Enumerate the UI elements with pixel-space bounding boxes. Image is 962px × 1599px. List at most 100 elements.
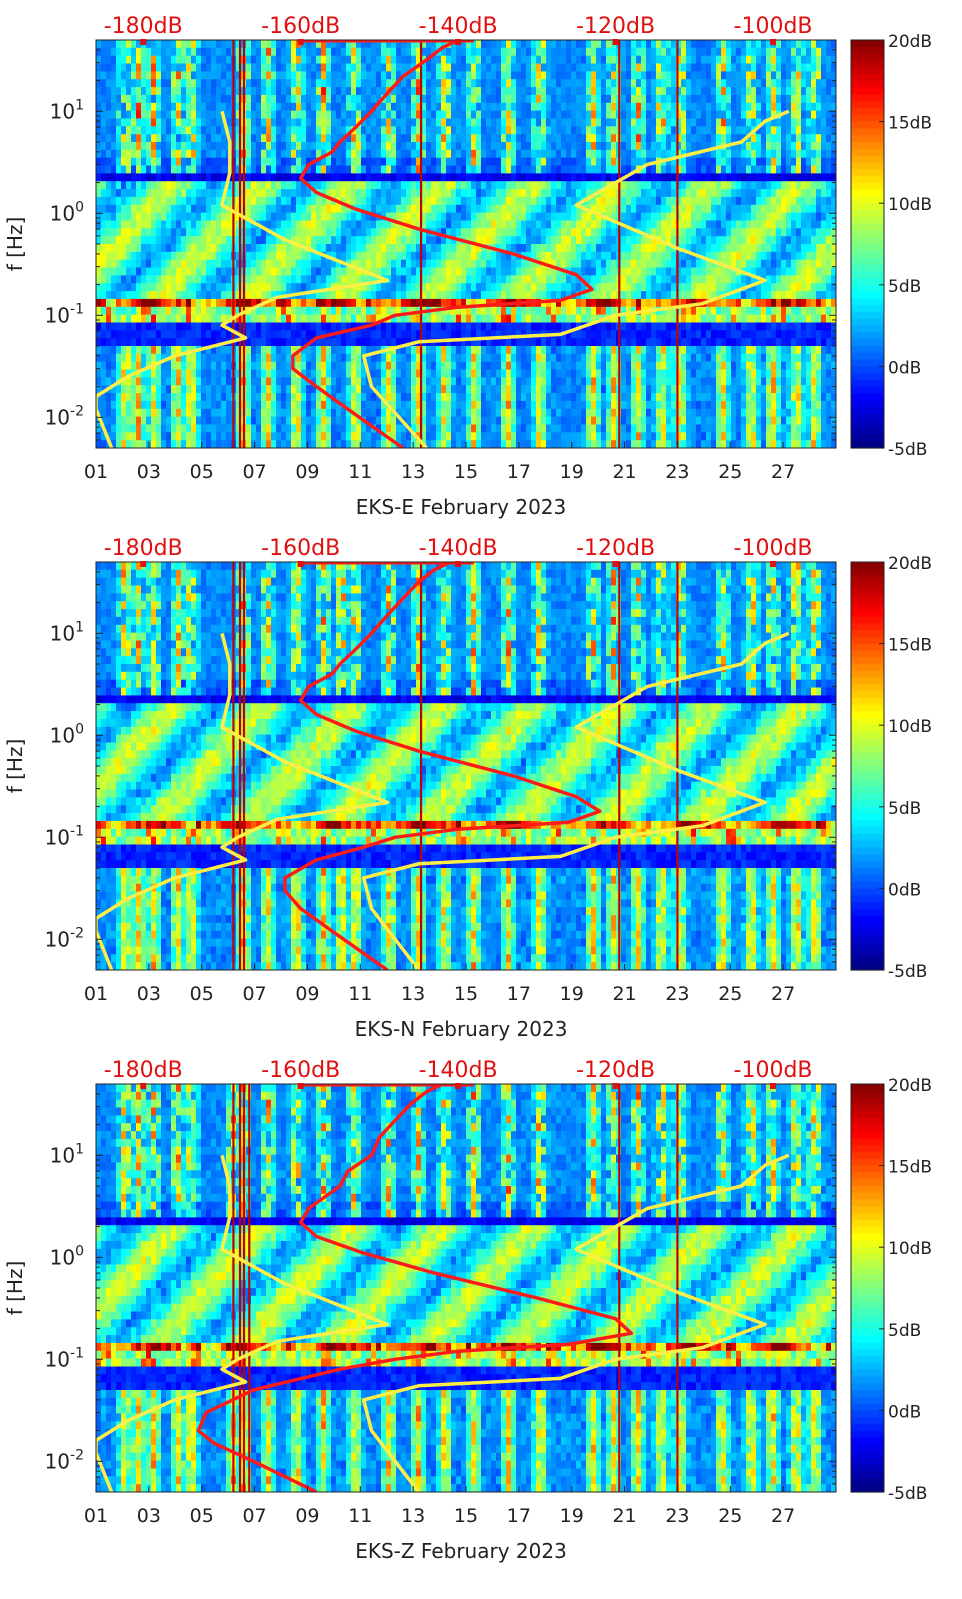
spectrogram-panel-east: 01 03 05 07 09 11 13 15 17 19 21 23 25 27 EKS-E Februa… [0, 0, 962, 530]
spectrogram-heatmap [96, 40, 836, 448]
x-tick-label: 11 [348, 1505, 372, 1527]
y-tick-label: 10-2 [45, 925, 84, 951]
x-tick-label: 05 [190, 461, 214, 483]
y-tick-label: 101 [50, 97, 84, 123]
y-tick-label: 10-1 [45, 301, 84, 327]
y-tick-label: 10-1 [45, 1345, 84, 1371]
x-tick-label: 15 [454, 983, 478, 1005]
y-tick-label: 100 [50, 199, 84, 225]
spectrogram-chart: 01 03 05 07 09 11 13 15 17 19 21 23 25 27 EKS-N Februa… [3, 536, 932, 1041]
x-axis-label: EKS-N February 2023 [355, 1017, 568, 1041]
x-tick-label: 17 [507, 461, 531, 483]
low-noise-model-curve [96, 110, 390, 448]
colorbar-tick-label: 5dB [888, 1321, 921, 1341]
top-axis-tick [455, 561, 462, 567]
top-axis-tick [612, 1083, 619, 1089]
top-axis-db-label: -160dB [261, 1058, 340, 1083]
x-tick-label: 27 [771, 461, 795, 483]
top-axis-db-label: -140dB [419, 1058, 498, 1083]
x-tick-label: 15 [454, 1505, 478, 1527]
top-axis-tick [297, 39, 304, 45]
x-tick-label: 15 [454, 461, 478, 483]
colorbar-tick-label: -5dB [888, 440, 927, 460]
x-tick-label: 19 [560, 461, 584, 483]
colorbar-tick-label: 10dB [888, 1239, 932, 1259]
x-tick-label: 19 [560, 983, 584, 1005]
colorbar-tick-label: 15dB [888, 114, 932, 134]
top-axis-db-label: -160dB [261, 14, 340, 39]
colorbar: 20dB 15dB 10dB 5dB 0dB -5dB [850, 32, 932, 460]
top-axis-db-label: -100dB [734, 14, 813, 39]
top-axis-db-label: -180dB [104, 536, 183, 561]
x-tick-label: 07 [242, 461, 266, 483]
colorbar-tick-label: 15dB [888, 636, 932, 656]
x-tick-label: 21 [612, 461, 636, 483]
x-tick-label: 19 [560, 1505, 584, 1527]
colorbar-tick-label: 5dB [888, 799, 921, 819]
y-tick-label: 100 [50, 721, 84, 747]
x-axis-label: EKS-E February 2023 [356, 495, 567, 519]
x-axis-label: EKS-Z February 2023 [355, 1539, 567, 1563]
colorbar: 20dB 15dB 10dB 5dB 0dB -5dB [850, 1076, 932, 1504]
top-axis-db-label: -180dB [104, 14, 183, 39]
top-axis-db-label: -100dB [734, 1058, 813, 1083]
top-axis-tick [455, 1083, 462, 1089]
x-tick-label: 17 [507, 1505, 531, 1527]
colorbar: 20dB 15dB 10dB 5dB 0dB -5dB [850, 554, 932, 982]
colorbar-tick-label: 0dB [888, 1402, 921, 1422]
x-tick-label: 05 [190, 1505, 214, 1527]
low-noise-model-curve [96, 632, 390, 970]
median-psd-curve [291, 40, 594, 448]
x-tick-label: 09 [295, 461, 319, 483]
colorbar-tick-label: 10dB [888, 195, 932, 215]
x-tick-label: 01 [84, 461, 108, 483]
high-noise-model-curve [361, 1153, 790, 1492]
top-axis-tick [140, 39, 147, 45]
colorbar-tick-label: 20dB [888, 1076, 932, 1096]
x-tick-label: 01 [84, 1505, 108, 1527]
x-tick-label: 09 [295, 983, 319, 1005]
x-tick-label: 21 [612, 983, 636, 1005]
high-noise-model-curve [361, 631, 790, 970]
x-tick-label: 23 [665, 983, 689, 1005]
x-tick-label: 03 [137, 1505, 161, 1527]
spectrogram-panel-north: 01 03 05 07 09 11 13 15 17 19 21 23 25 27 EKS-N Februa… [0, 522, 962, 1052]
top-axis-tick [770, 1083, 777, 1089]
spectrogram-panel-vertical: 01 03 05 07 09 11 13 15 17 19 21 23 25 27 EKS-Z Februa… [0, 1044, 962, 1574]
x-tick-label: 07 [242, 1505, 266, 1527]
spectrogram-chart: 01 03 05 07 09 11 13 15 17 19 21 23 25 27 EKS-E Februa… [3, 14, 932, 519]
x-tick-label: 05 [190, 983, 214, 1005]
x-tick-label: 17 [507, 983, 531, 1005]
x-tick-label: 13 [401, 1505, 425, 1527]
colorbar-tick-label: -5dB [888, 962, 927, 982]
median-psd-curve [283, 562, 602, 970]
spectrogram-heatmap [96, 1084, 836, 1492]
x-tick-label: 27 [771, 1505, 795, 1527]
x-tick-label: 07 [242, 983, 266, 1005]
top-axis-db-label: -120dB [576, 14, 655, 39]
x-tick-label: 03 [137, 983, 161, 1005]
x-tick-label: 25 [718, 461, 742, 483]
y-tick-label: 10-2 [45, 1447, 84, 1473]
x-tick-label: 11 [348, 983, 372, 1005]
top-axis-tick [612, 561, 619, 567]
x-tick-label: 21 [612, 1505, 636, 1527]
x-tick-label: 11 [348, 461, 372, 483]
x-tick-label: 25 [718, 983, 742, 1005]
median-psd-curve [196, 1084, 634, 1492]
spectrogram-heatmap [96, 562, 836, 970]
y-axis-label: f [Hz] [3, 217, 27, 272]
top-axis-db-label: -100dB [734, 536, 813, 561]
top-axis-tick [140, 1083, 147, 1089]
x-tick-label: 13 [401, 461, 425, 483]
x-tick-label: 09 [295, 1505, 319, 1527]
top-axis-db-label: -140dB [419, 536, 498, 561]
colorbar-tick-label: 15dB [888, 1158, 932, 1178]
x-tick-label: 23 [665, 461, 689, 483]
x-tick-label: 23 [665, 1505, 689, 1527]
x-tick-label: 13 [401, 983, 425, 1005]
top-axis-db-label: -120dB [576, 536, 655, 561]
top-axis-tick [455, 39, 462, 45]
top-axis-tick [612, 39, 619, 45]
top-axis-db-label: -160dB [261, 536, 340, 561]
